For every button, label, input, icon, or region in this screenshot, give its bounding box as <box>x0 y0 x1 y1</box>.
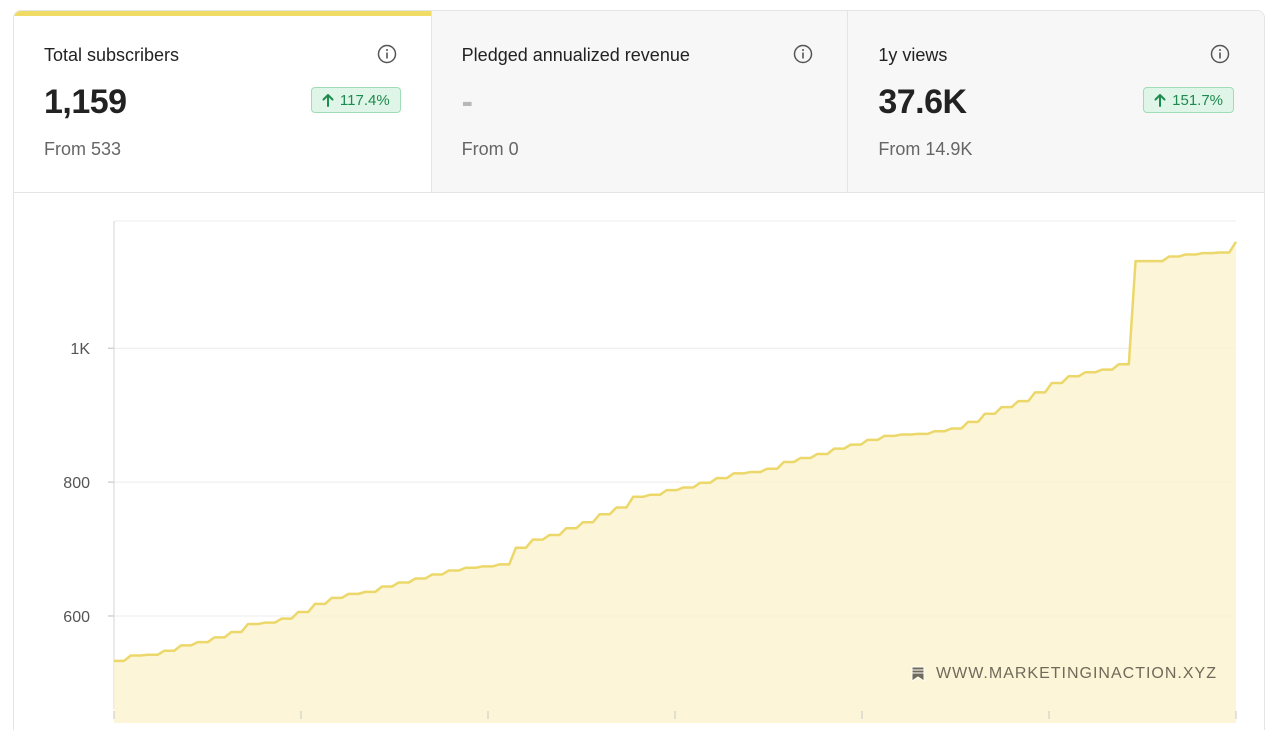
info-icon[interactable] <box>793 44 813 64</box>
analytics-panel: Total subscribers 1,159 117.4% From 533 … <box>13 10 1265 730</box>
card-title: Pledged annualized revenue <box>461 45 690 65</box>
change-value: 117.4% <box>339 91 390 109</box>
arrow-up-icon <box>1154 94 1166 107</box>
card-pledged-revenue[interactable]: Pledged annualized revenue - From 0 <box>430 11 848 192</box>
y-tick-label: 1K <box>70 341 90 358</box>
watermark: WWW.MARKETINGINACTION.XYZ <box>910 665 1217 683</box>
series-area <box>114 241 1236 723</box>
active-card-indicator <box>14 11 431 16</box>
series-line <box>114 241 1238 663</box>
metric-cards: Total subscribers 1,159 117.4% From 533 … <box>14 11 1264 193</box>
info-icon[interactable] <box>1210 44 1230 64</box>
subscribers-chart[interactable]: 600 800 1K <box>14 193 1264 730</box>
card-1y-views[interactable]: 1y views 37.6K 151.7% From 14.9K <box>847 11 1264 192</box>
card-value: 1,159 <box>44 83 127 121</box>
change-badge: 117.4% <box>310 87 401 113</box>
change-value: 151.7% <box>1172 91 1224 109</box>
card-title: 1y views <box>878 45 948 65</box>
y-tick-label: 600 <box>63 609 90 626</box>
card-total-subscribers[interactable]: Total subscribers 1,159 117.4% From 533 <box>14 11 431 192</box>
card-title: Total subscribers <box>44 45 180 65</box>
card-from: From 14.9K <box>878 139 973 159</box>
watermark-text: WWW.MARKETINGINACTION.XYZ <box>936 665 1217 682</box>
card-from: From 0 <box>461 139 519 159</box>
arrow-up-icon <box>322 94 334 107</box>
bookmark-icon <box>911 666 925 682</box>
card-value: 37.6K <box>878 83 967 121</box>
info-icon[interactable] <box>377 44 397 64</box>
card-from: From 533 <box>44 139 122 159</box>
card-value: - <box>461 83 473 121</box>
change-badge: 151.7% <box>1143 87 1235 113</box>
y-tick-label: 800 <box>63 475 90 492</box>
